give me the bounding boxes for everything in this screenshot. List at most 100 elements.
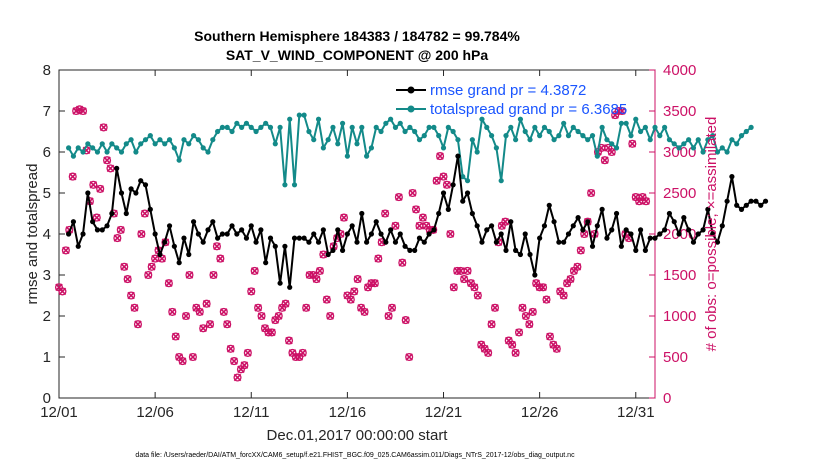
obs-possible-marker — [617, 106, 627, 116]
totalspread-point — [647, 137, 653, 143]
rmse-point — [128, 186, 134, 192]
obs-possible-marker — [78, 106, 88, 116]
obs-marker — [257, 311, 266, 321]
obs-marker — [408, 188, 417, 198]
obs-assimilated-marker — [443, 181, 451, 189]
obs-marker — [302, 303, 311, 312]
obs-assimilated-marker — [408, 189, 417, 197]
obs-assimilated-marker — [141, 209, 149, 218]
obs-assimilated-marker — [247, 287, 256, 296]
obs-marker — [315, 266, 324, 275]
obs-marker — [254, 303, 263, 312]
obs-possible-marker — [326, 311, 335, 321]
rmse-point — [114, 165, 120, 171]
totalspread-point — [267, 124, 274, 130]
obs-possible-marker — [542, 295, 551, 304]
obs-possible-marker — [411, 205, 421, 214]
obs-assimilated-marker — [405, 353, 413, 361]
obs-assimilated-marker — [515, 328, 523, 337]
obs-assimilated-marker — [281, 299, 290, 308]
obs-assimilated-marker — [257, 312, 266, 320]
obs-possible-marker — [250, 266, 259, 275]
rmse-point — [580, 227, 586, 233]
obs-possible-marker — [607, 147, 616, 157]
obs-assimilated-marker — [244, 349, 252, 357]
totalspread-point — [623, 120, 629, 126]
rmse-point — [315, 239, 322, 245]
obs-marker — [106, 164, 115, 173]
obs-possible-marker — [339, 213, 348, 222]
rmse-point — [359, 210, 365, 217]
obs-marker — [113, 234, 122, 243]
rmse-point — [330, 247, 336, 253]
obs-assimilated-marker — [436, 152, 444, 160]
totalspread-point — [210, 137, 216, 143]
totalspread-point — [109, 141, 115, 147]
totalspread-point — [359, 124, 365, 130]
obs-assimilated-marker — [68, 172, 77, 181]
totalspread-point — [541, 124, 548, 130]
obs-marker — [226, 344, 235, 353]
obs-marker — [628, 139, 637, 148]
obs-assimilated-marker — [395, 193, 403, 201]
obs-marker — [312, 275, 321, 284]
obs-marker — [542, 295, 551, 304]
obs-assimilated-marker — [202, 299, 211, 308]
totalspread-point — [436, 133, 442, 139]
rmse-point — [392, 239, 399, 245]
totalspread-point — [186, 141, 192, 147]
totalspread-point — [676, 145, 682, 151]
obs-assimilated-marker — [573, 263, 582, 271]
totalspread-point — [75, 145, 81, 151]
totalspread-point — [594, 153, 600, 159]
obs-possible-marker — [346, 295, 355, 304]
obs-possible-marker — [240, 361, 249, 370]
totalspread-point — [714, 149, 721, 155]
totalspread-point — [296, 112, 302, 118]
totalspread-point — [219, 124, 226, 130]
obs-assimilated-marker — [601, 156, 609, 164]
totalspread-point — [118, 149, 125, 155]
obs-marker — [511, 348, 520, 357]
rmse-point — [561, 239, 567, 245]
obs-possible-marker — [315, 266, 324, 275]
obs-assimilated-marker — [189, 353, 197, 361]
rmse-point — [70, 219, 77, 225]
totalspread-point — [642, 124, 648, 130]
rmse-point — [517, 251, 524, 258]
totalspread-point — [383, 120, 389, 126]
obs-marker — [78, 106, 88, 116]
obs-assimilated-marker — [381, 209, 389, 218]
obs-assimilated-marker — [130, 304, 139, 312]
rmse-point — [705, 206, 711, 212]
totalspread-point — [565, 133, 572, 139]
rmse-point — [690, 239, 697, 245]
obs-marker — [360, 307, 369, 316]
rmse-point — [445, 206, 451, 212]
totalspread-point — [335, 141, 341, 147]
totalspread-point — [575, 128, 581, 135]
totalspread-point — [570, 124, 576, 130]
rmse-point — [243, 235, 250, 241]
obs-marker — [518, 303, 527, 312]
obs-assimilated-marker — [391, 222, 400, 230]
obs-possible-marker — [168, 307, 177, 316]
rmse-point — [282, 243, 288, 249]
totalspread-point — [633, 116, 639, 122]
obs-possible-marker — [267, 328, 276, 337]
data-file-footer: data file: /Users/raeder/DAI/ATM_forcXX/… — [135, 452, 575, 459]
obs-possible-marker — [442, 180, 451, 189]
obs-marker — [216, 254, 225, 263]
obs-assimilated-marker — [165, 279, 173, 287]
obs-assimilated-marker — [144, 271, 153, 279]
obs-possible-marker — [587, 188, 596, 198]
obs-assimilated-marker — [223, 320, 231, 328]
obs-possible-marker — [164, 279, 173, 288]
rmse-point — [66, 231, 72, 237]
rmse-point — [301, 235, 307, 241]
rmse-point — [320, 227, 326, 233]
rmse-point — [599, 206, 605, 212]
rmse-point — [162, 239, 168, 245]
rmse-point — [474, 223, 480, 229]
rmse-point — [488, 223, 495, 229]
